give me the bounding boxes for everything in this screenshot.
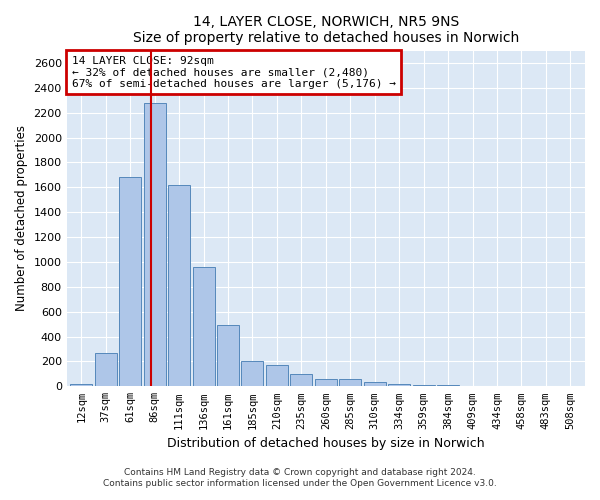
Bar [315, 379, 337, 386]
Text: Contains HM Land Registry data © Crown copyright and database right 2024.
Contai: Contains HM Land Registry data © Crown c… [103, 468, 497, 487]
Y-axis label: Number of detached properties: Number of detached properties [15, 126, 28, 312]
Bar [413, 385, 434, 386]
Bar [339, 380, 361, 386]
Bar [168, 185, 190, 386]
Bar [364, 382, 386, 386]
Bar [193, 267, 215, 386]
Bar [217, 326, 239, 386]
Bar [388, 384, 410, 386]
Bar [119, 178, 141, 386]
Bar [143, 103, 166, 387]
Text: 14 LAYER CLOSE: 92sqm
← 32% of detached houses are smaller (2,480)
67% of semi-d: 14 LAYER CLOSE: 92sqm ← 32% of detached … [72, 56, 396, 89]
X-axis label: Distribution of detached houses by size in Norwich: Distribution of detached houses by size … [167, 437, 485, 450]
Bar [290, 374, 313, 386]
Bar [266, 364, 288, 386]
Bar [437, 385, 459, 386]
Bar [95, 352, 117, 386]
Bar [241, 362, 263, 386]
Title: 14, LAYER CLOSE, NORWICH, NR5 9NS
Size of property relative to detached houses i: 14, LAYER CLOSE, NORWICH, NR5 9NS Size o… [133, 15, 519, 45]
Bar [70, 384, 92, 386]
